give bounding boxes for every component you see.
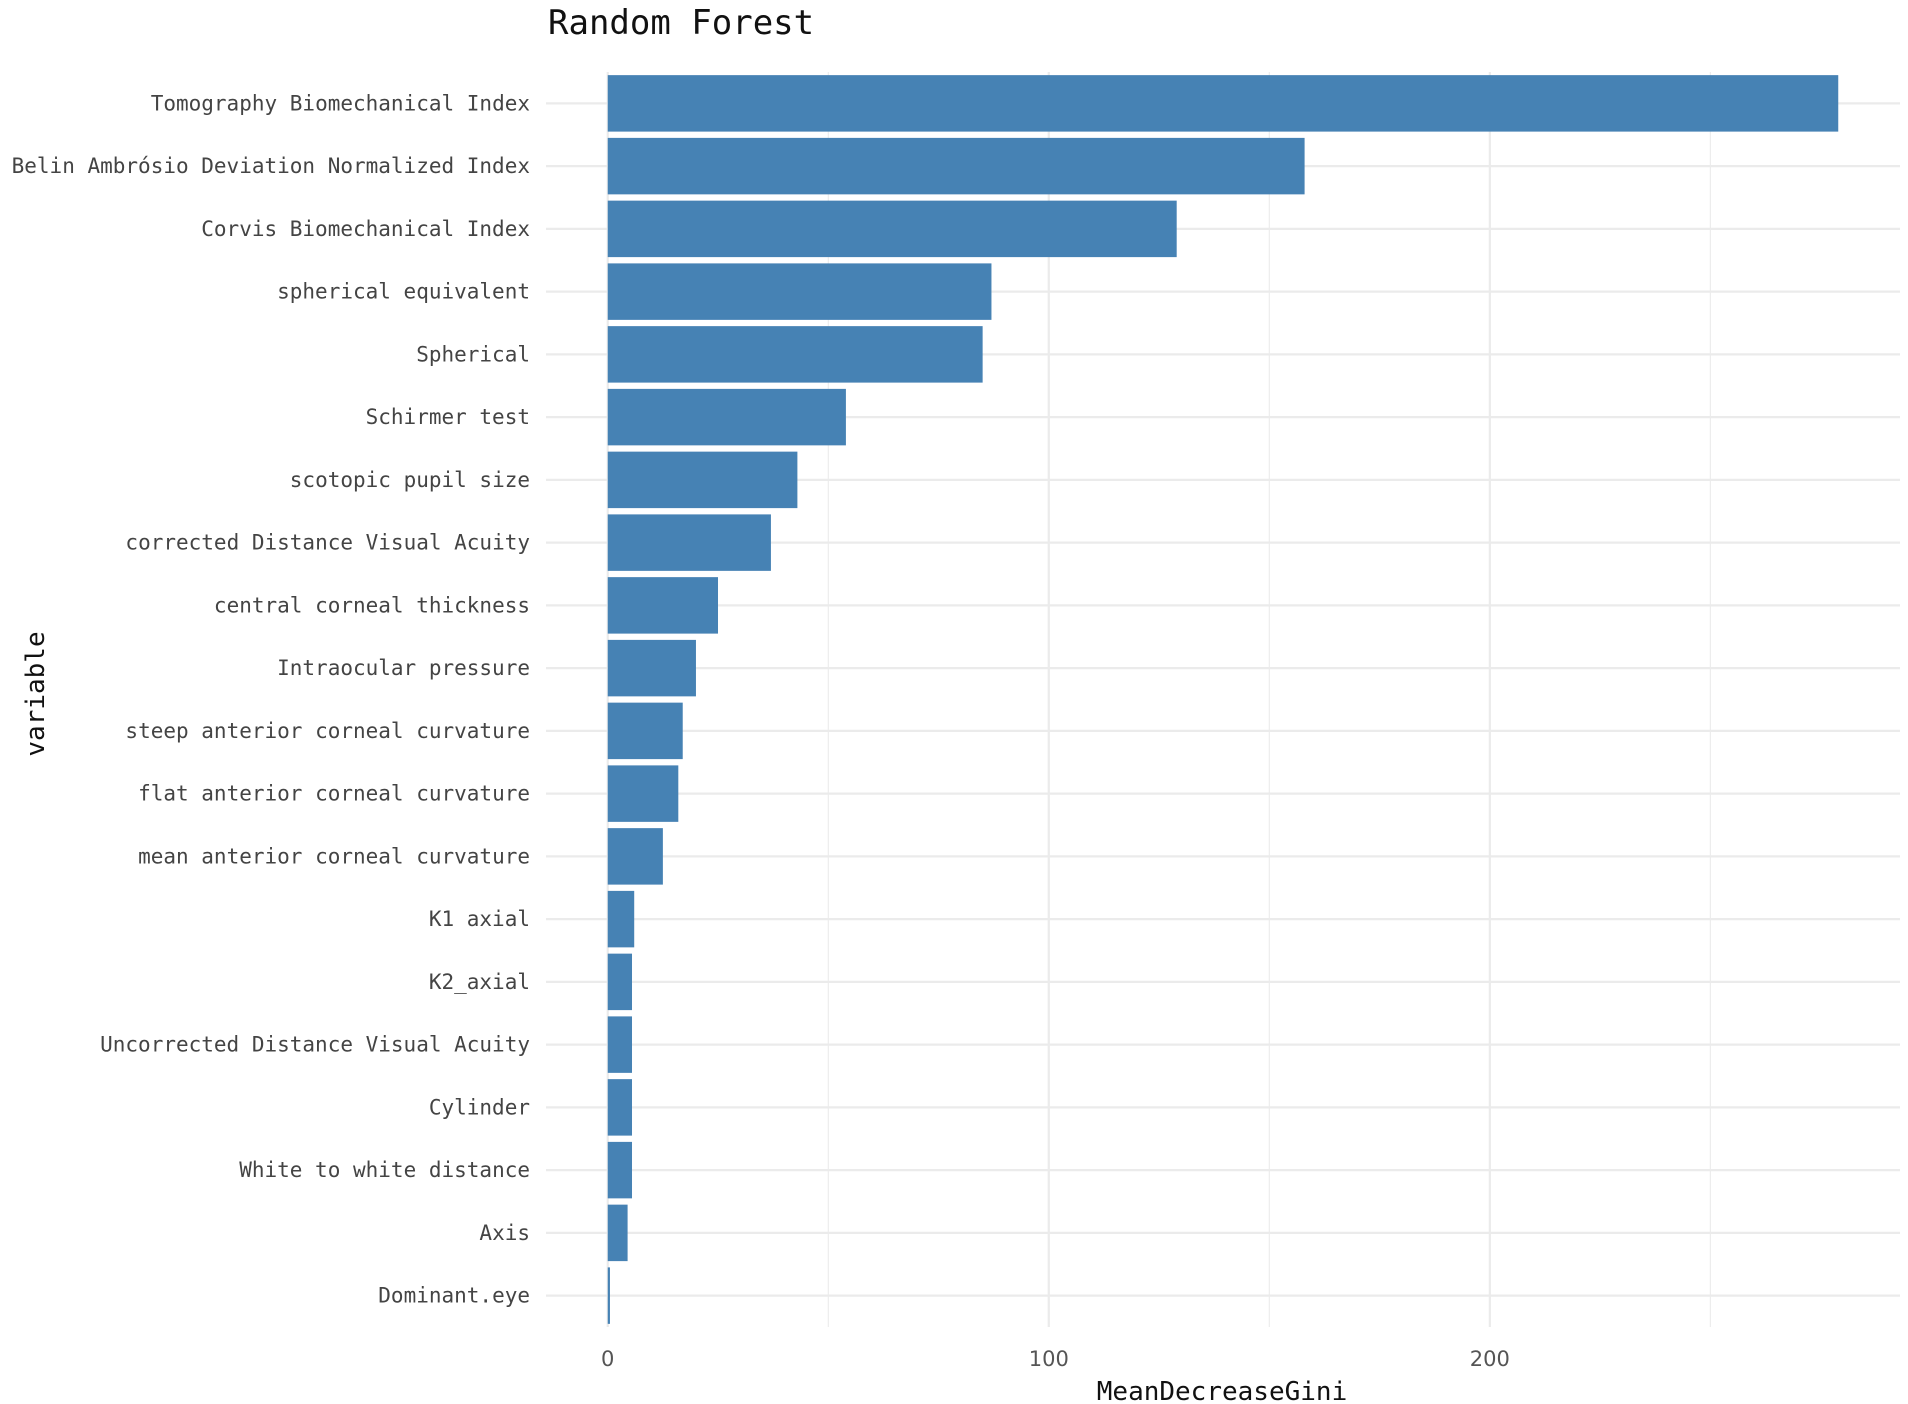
y-tick-label: corrected Distance Visual Acuity [125, 531, 530, 555]
bar [607, 200, 1177, 258]
bar [607, 388, 846, 446]
bar [607, 702, 683, 760]
bar [607, 765, 679, 822]
y-tick-label: K2_axial [429, 970, 530, 994]
bar [607, 577, 719, 634]
y-tick-label: Belin Ambrósio Deviation Normalized Inde… [12, 154, 530, 178]
y-tick-label: Tomography Biomechanical Index [151, 91, 530, 115]
y-tick-label: K1 axial [429, 907, 530, 931]
x-tick-label: 200 [1470, 1347, 1510, 1371]
bar [607, 75, 1839, 132]
bar [607, 263, 992, 320]
bars [607, 75, 1839, 1324]
y-tick-label: White to white distance [239, 1158, 530, 1182]
bar [607, 137, 1305, 195]
y-tick-label: Axis [479, 1221, 530, 1245]
y-tick-label: spherical equivalent [277, 280, 530, 304]
bar [607, 1079, 633, 1136]
bar [607, 828, 663, 885]
x-axis-title: MeanDecreaseGini [1097, 1377, 1347, 1404]
bar [607, 1267, 610, 1324]
y-tick-label: Dominant.eye [378, 1284, 530, 1308]
x-tick-labels: 0 100 200 [601, 1347, 1510, 1371]
y-axis-title: variable [21, 631, 51, 756]
y-tick-label: scotopic pupil size [290, 468, 530, 492]
y-tick-label: mean anterior corneal curvature [138, 844, 530, 868]
bar [607, 953, 633, 1011]
y-tick-label: Corvis Biomechanical Index [201, 217, 530, 241]
bar [607, 514, 771, 571]
y-tick-label: Cylinder [429, 1095, 530, 1119]
x-tick-label: 100 [1029, 1347, 1069, 1371]
bar [607, 1141, 633, 1199]
y-tick-label: central corneal thickness [214, 593, 530, 617]
bar [607, 1016, 633, 1073]
bar [607, 890, 635, 948]
y-tick-label: Schirmer test [366, 405, 530, 429]
bar [607, 1204, 628, 1262]
chart-title: Random Forest [548, 3, 814, 43]
grid [546, 72, 1900, 1327]
bar [607, 451, 798, 509]
x-tick-label: 0 [601, 1347, 614, 1371]
y-tick-label: Spherical [416, 342, 530, 366]
y-tick-labels: Tomography Biomechanical Index Belin Ambr… [12, 91, 530, 1307]
y-tick-label: steep anterior corneal curvature [125, 719, 530, 743]
bar [607, 639, 696, 697]
y-tick-label: flat anterior corneal curvature [138, 782, 530, 806]
bar [607, 326, 983, 383]
y-tick-label: Intraocular pressure [277, 656, 530, 680]
y-tick-label: Uncorrected Distance Visual Acuity [100, 1033, 530, 1057]
